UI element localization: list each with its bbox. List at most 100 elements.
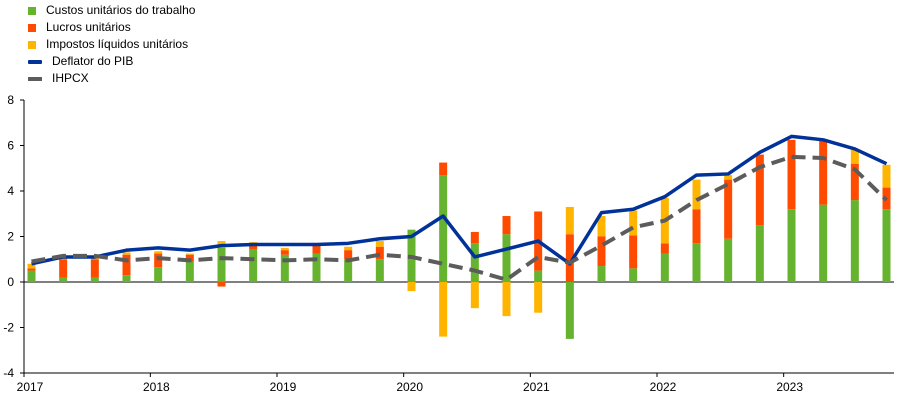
bar-profits: [724, 179, 733, 239]
bar-taxes: [629, 210, 638, 236]
bar-taxes: [122, 252, 131, 255]
bar-profits: [59, 259, 68, 278]
bar-labour: [660, 253, 669, 282]
legend-label-profits: Lucros unitários: [46, 20, 131, 34]
bar-taxes: [470, 282, 479, 309]
bar-taxes: [439, 282, 448, 337]
bar-profits: [660, 243, 669, 254]
bar-taxes: [154, 251, 163, 254]
bar-profits: [565, 234, 574, 282]
bar-profits: [90, 259, 99, 278]
bar-labour: [217, 247, 226, 282]
bar-profits: [629, 235, 638, 269]
bar-profits: [755, 154, 764, 226]
bar-labour: [629, 268, 638, 282]
bar-profits: [185, 254, 194, 262]
bar-labour: [470, 243, 479, 282]
x-tick-label: 2018: [143, 380, 170, 394]
bar-labour: [154, 267, 163, 282]
series-line-deflator: [31, 134, 888, 266]
bar-taxes: [375, 241, 384, 247]
bar-labour: [249, 249, 258, 282]
bar-taxes: [534, 282, 543, 313]
x-tick-label: 2022: [650, 380, 677, 394]
series-line-hicp: [31, 154, 888, 282]
bar-labour: [755, 225, 764, 282]
bar-taxes: [344, 246, 353, 251]
bar-labour: [534, 270, 543, 282]
bar-labour: [122, 275, 131, 282]
bar-labour: [502, 234, 511, 282]
bar-labour: [597, 266, 606, 282]
legend-item-hicp: IHPCX: [28, 70, 195, 87]
x-tick-label: 2020: [396, 380, 423, 394]
bar-profits: [850, 163, 859, 201]
y-tick-label: 8: [7, 93, 14, 107]
legend-swatch-deflator: [28, 59, 42, 64]
y-tick-label: 2: [7, 230, 14, 244]
bar-profits: [312, 245, 321, 254]
bar-taxes: [882, 164, 891, 188]
bar-taxes: [692, 179, 701, 210]
x-tick-label: 2021: [523, 380, 550, 394]
y-tick-label: -4: [3, 366, 14, 380]
legend-item-deflator: Deflator do PIB: [28, 53, 195, 70]
legend-item-profits: Lucros unitários: [28, 19, 195, 36]
bar-profits: [439, 162, 448, 176]
bar-taxes: [280, 247, 289, 251]
bar-labour: [787, 209, 796, 282]
bar-labour: [724, 238, 733, 282]
x-tick-label: 2023: [776, 380, 803, 394]
legend-label-deflator: Deflator do PIB: [52, 54, 134, 68]
bar-taxes: [407, 282, 416, 292]
bar-profits: [154, 253, 163, 268]
bar-labour: [59, 277, 68, 282]
bar-taxes: [185, 253, 194, 255]
bar-profits: [787, 139, 796, 210]
bar-labour: [819, 204, 828, 282]
legend-swatch-hicp: [28, 76, 42, 81]
y-tick-label: 6: [7, 139, 14, 153]
bar-labour: [565, 282, 574, 339]
bar-profits: [819, 140, 828, 205]
bar-taxes: [27, 263, 36, 269]
bar-profits: [249, 244, 258, 250]
bar-profits: [122, 254, 131, 276]
bar-labour: [280, 254, 289, 282]
bar-profits: [502, 216, 511, 235]
legend-item-labour: Custos unitários do trabalho: [28, 2, 195, 19]
legend-swatch-profits: [28, 23, 36, 32]
legend-label-taxes: Impostos líquidos unitários: [46, 37, 189, 51]
bar-profits: [597, 236, 606, 267]
legend-label-labour: Custos unitários do trabalho: [46, 3, 196, 17]
bar-taxes: [597, 216, 606, 237]
legend-label-hicp: IHPCX: [52, 71, 89, 85]
bar-profits: [217, 282, 226, 287]
bar-profits: [27, 268, 36, 271]
bar-labour: [27, 270, 36, 282]
bar-labour: [850, 200, 859, 282]
y-tick-label: -2: [3, 321, 14, 335]
bar-labour: [439, 175, 448, 282]
bar-profits: [280, 250, 289, 255]
y-tick-label: 4: [7, 184, 14, 198]
legend-item-taxes: Impostos líquidos unitários: [28, 36, 195, 53]
y-tick-label: 0: [7, 275, 14, 289]
legend-swatch-labour: [28, 6, 36, 15]
bar-labour: [692, 243, 701, 282]
bar-labour: [882, 209, 891, 282]
chart-legend: Custos unitários do trabalho Lucros unit…: [28, 2, 195, 87]
bar-labour: [344, 259, 353, 282]
bar-profits: [470, 231, 479, 244]
bar-taxes: [502, 282, 511, 317]
x-tick-label: 2017: [17, 380, 44, 394]
bar-labour: [375, 259, 384, 282]
bar-profits: [692, 209, 701, 244]
bar-labour: [90, 277, 99, 282]
bar-labour: [185, 261, 194, 282]
bar-taxes: [724, 175, 733, 180]
bar-profits: [344, 250, 353, 260]
x-tick-label: 2019: [270, 380, 297, 394]
bar-labour: [312, 253, 321, 282]
